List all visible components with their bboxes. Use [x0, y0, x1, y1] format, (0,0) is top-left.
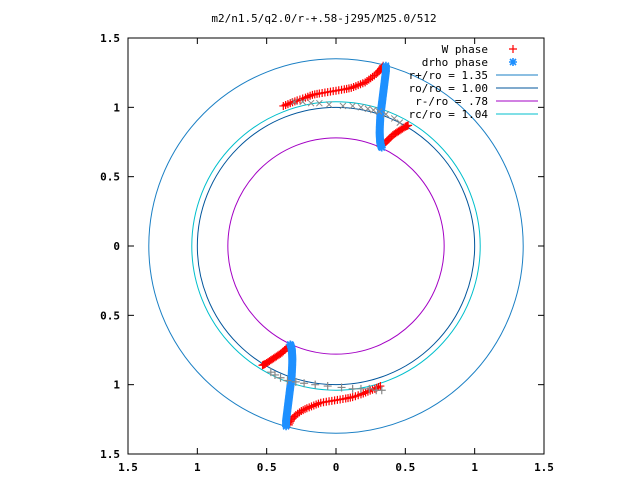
x-tick-label-2: 0.5: [257, 461, 277, 474]
point-s2-c0-4: [325, 101, 333, 108]
point-s1-c1-17: [286, 340, 295, 349]
y-tick-label-6: 1.5: [100, 448, 120, 461]
y-tick-label-1: 1: [113, 101, 120, 114]
radius-circle-2: [227, 137, 445, 355]
point-s3-c0-10: [356, 384, 365, 393]
point-s3-c0-7: [323, 382, 332, 391]
legend-label-2: r+/ro = 1.35: [409, 69, 488, 82]
x-tick-label-1: 1: [194, 461, 201, 474]
point-s0-c2-10: [302, 404, 311, 413]
point-s2-c0-9: [370, 106, 377, 114]
legend-swatch-0: [509, 45, 517, 53]
point-s2-c0-5: [339, 102, 347, 110]
y-axis-ticks: 1.5 1 0.5 0 0.5 1 1.5: [100, 32, 544, 461]
radius-circles: [148, 58, 524, 434]
y-tick-label-3: 0: [113, 240, 120, 253]
point-s3-c0-5: [300, 379, 309, 388]
point-s2-c0-0: [291, 98, 298, 106]
x-tick-label-5: 1: [471, 461, 478, 474]
radius-circle-1: [196, 106, 476, 386]
point-s2-c0-10: [375, 108, 383, 115]
y-tick-label-0: 1.5: [100, 32, 120, 45]
y-tick-label-4: 0.5: [100, 309, 120, 322]
legend-label-4: r-/ro = .78: [415, 95, 488, 108]
point-s2-c0-8: [364, 105, 372, 113]
point-s3-c0-6: [311, 380, 320, 389]
x-axis-ticks: 1.5 1 0.5 0 0.5 1 1.5: [118, 38, 554, 474]
legend-label-3: ro/ro = 1.00: [409, 82, 488, 95]
point-s2-c0-3: [316, 99, 323, 107]
point-s2-c0-1: [299, 98, 307, 106]
legend-swatch-1: [509, 58, 517, 66]
y-tick-label-5: 1: [113, 379, 120, 392]
point-s0-c3-7: [258, 361, 267, 370]
legend-label-1: drho phase: [422, 56, 488, 69]
point-s3-c0-11: [365, 384, 374, 393]
legend-label-5: rc/ro = 1.04: [409, 108, 489, 121]
radius-circle-0: [148, 58, 524, 434]
point-s2-c0-12: [390, 115, 398, 122]
point-s3-c0-2: [276, 373, 285, 382]
point-s3-c0-1: [270, 370, 279, 379]
point-s2-c0-6: [349, 102, 356, 110]
point-s3-c0-13: [377, 386, 386, 395]
point-s0-c2-10-i1: [301, 405, 310, 414]
phase-points: [258, 61, 413, 431]
point-s2-c0-13: [396, 119, 404, 126]
point-s2-c0-2: [307, 99, 315, 107]
x-tick-label-6: 1.5: [534, 461, 554, 474]
y-tick-label-2: 0.5: [100, 171, 120, 184]
legend-label-0: W phase: [442, 43, 488, 56]
point-s3-c0-9: [348, 384, 357, 393]
point-s3-c0-4: [291, 377, 300, 386]
point-s2-c0-11: [382, 110, 390, 118]
x-tick-label-0: 1.5: [118, 461, 138, 474]
point-s2-c0-7: [357, 103, 365, 111]
point-s3-c0-3: [283, 376, 292, 385]
chart-title: m2/n1.5/q2.0/r-+.58-j295/M25.0/512: [211, 12, 436, 25]
point-s1-c0-17: [377, 143, 386, 152]
point-s0-c1-7: [404, 121, 413, 130]
x-tick-label-3: 0: [333, 461, 340, 474]
radius-circle-3: [191, 101, 481, 391]
x-tick-label-4: 0.5: [395, 461, 415, 474]
point-s0-c2-0: [376, 382, 385, 391]
point-s3-c0-8: [337, 383, 346, 392]
point-s3-c0-0: [266, 368, 275, 377]
